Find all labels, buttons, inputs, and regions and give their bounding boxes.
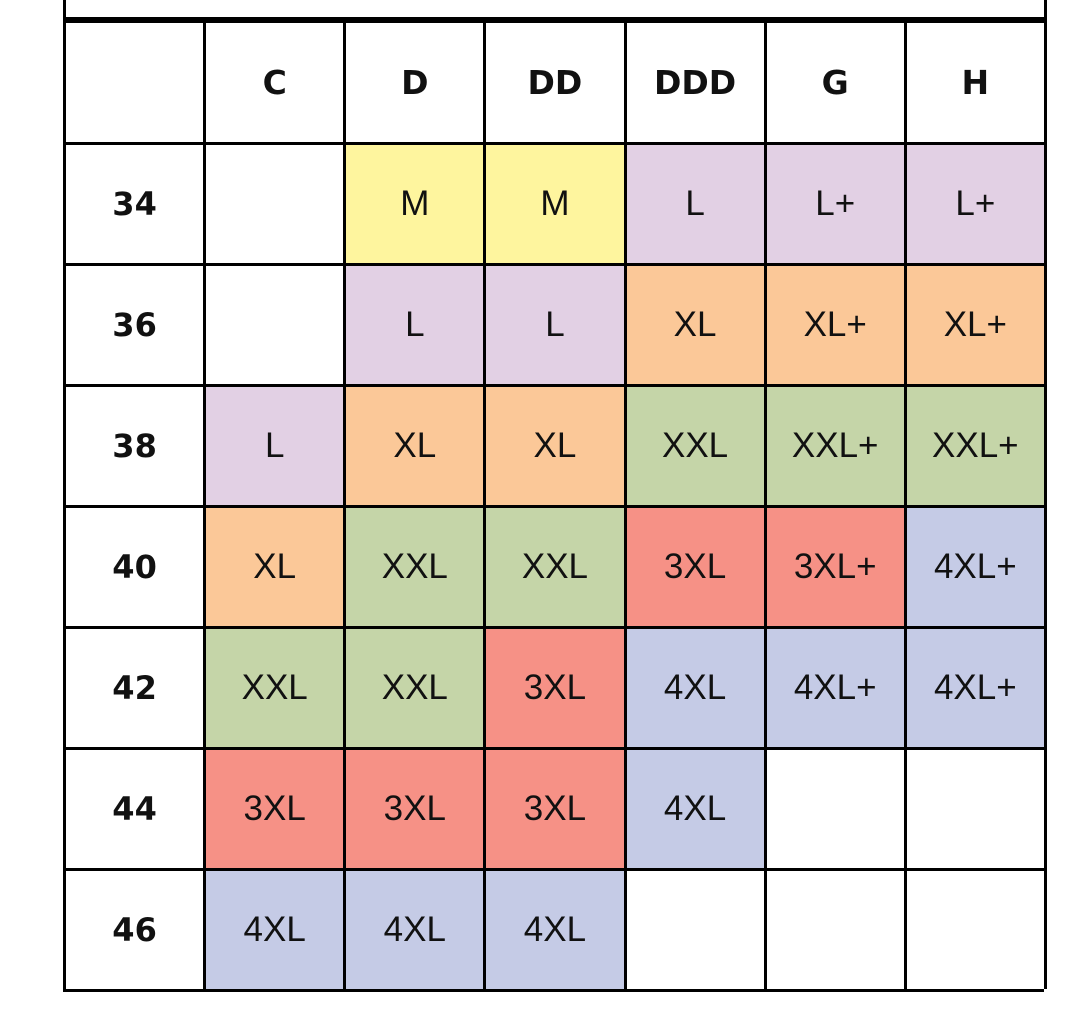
size-cell: 4XL: [486, 868, 627, 989]
size-cell: L: [626, 142, 767, 263]
size-cell: [766, 747, 907, 868]
size-cell: XXL: [486, 505, 627, 626]
size-cell: XL: [206, 505, 347, 626]
size-cell: 4XL+: [906, 626, 1047, 747]
size-cell: [206, 263, 347, 384]
size-cell: 4XL+: [906, 505, 1047, 626]
size-cell: L+: [906, 142, 1047, 263]
size-cell: XXL: [346, 626, 487, 747]
size-cell: XXL+: [906, 384, 1047, 505]
size-cell: [626, 868, 767, 989]
size-cell: XXL+: [766, 384, 907, 505]
size-cell: 3XL: [486, 747, 627, 868]
band-size-38: 38: [66, 384, 207, 505]
size-cell: 3XL+: [766, 505, 907, 626]
size-cell: 4XL: [626, 747, 767, 868]
size-cell: L: [206, 384, 347, 505]
size-cell: M: [346, 142, 487, 263]
size-cell: 4XL: [626, 626, 767, 747]
size-cell: [906, 747, 1047, 868]
band-size-40: 40: [66, 505, 207, 626]
size-cell: XXL: [346, 505, 487, 626]
band-size-36: 36: [66, 263, 207, 384]
size-cell: L: [486, 263, 627, 384]
size-chart-table: C D DD DDD G H 34 M M L L+ L+ 36 L L XL XL+ XL+ 38 L XL XL XXL…: [63, 20, 1047, 992]
size-cell: M: [486, 142, 627, 263]
size-cell: XXL: [206, 626, 347, 747]
size-cell: XL: [626, 263, 767, 384]
size-cell: XL+: [766, 263, 907, 384]
cup-header-g: G: [766, 20, 907, 142]
size-cell: 3XL: [206, 747, 347, 868]
band-size-44: 44: [66, 747, 207, 868]
cup-header-dd: DD: [486, 20, 627, 142]
size-cell: L: [346, 263, 487, 384]
size-cell: XL: [486, 384, 627, 505]
size-cell: XL: [346, 384, 487, 505]
cup-header-c: C: [206, 20, 347, 142]
size-cell: 4XL+: [766, 626, 907, 747]
size-cell: XXL: [626, 384, 767, 505]
cup-header-d: D: [346, 20, 487, 142]
size-cell: 3XL: [486, 626, 627, 747]
band-size-42: 42: [66, 626, 207, 747]
size-cell: [906, 868, 1047, 989]
size-cell: [206, 142, 347, 263]
corner-cell: [66, 20, 207, 142]
band-size-46: 46: [66, 868, 207, 989]
cup-header-ddd: DDD: [626, 20, 767, 142]
size-cell: XL+: [906, 263, 1047, 384]
band-size-34: 34: [66, 142, 207, 263]
previous-table-section: [63, 0, 1047, 20]
size-cell: [766, 868, 907, 989]
size-cell: 4XL: [206, 868, 347, 989]
cup-header-h: H: [906, 20, 1047, 142]
size-cell: 4XL: [346, 868, 487, 989]
size-cell: 3XL: [626, 505, 767, 626]
size-cell: L+: [766, 142, 907, 263]
size-cell: 3XL: [346, 747, 487, 868]
